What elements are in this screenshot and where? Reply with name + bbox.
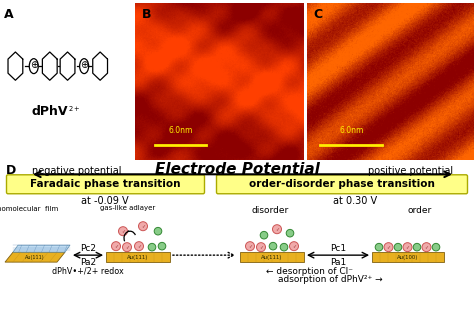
Text: ✓: ✓ — [137, 244, 141, 248]
Text: ✓: ✓ — [248, 244, 252, 248]
Text: dPhV•+/2+ redox: dPhV•+/2+ redox — [52, 266, 124, 275]
Text: ⊕: ⊕ — [80, 60, 88, 70]
Circle shape — [403, 243, 412, 252]
Circle shape — [286, 229, 294, 237]
Circle shape — [394, 243, 402, 251]
Text: Au(111): Au(111) — [261, 255, 283, 260]
Text: ✓: ✓ — [275, 227, 279, 232]
FancyBboxPatch shape — [217, 175, 467, 194]
Polygon shape — [13, 245, 70, 252]
Text: ✓: ✓ — [141, 224, 145, 229]
Circle shape — [375, 243, 383, 251]
Circle shape — [135, 242, 144, 250]
Text: order: order — [408, 206, 432, 215]
Text: ✓: ✓ — [259, 245, 263, 249]
Text: at 0.30 V: at 0.30 V — [333, 196, 377, 206]
Text: order-disorder phase transition: order-disorder phase transition — [249, 179, 435, 189]
Text: $^{2+}$: $^{2+}$ — [67, 106, 80, 116]
Text: 6.0nm: 6.0nm — [339, 126, 364, 135]
Text: Electrode Potential: Electrode Potential — [155, 162, 319, 177]
Circle shape — [158, 242, 166, 250]
Circle shape — [432, 243, 440, 251]
Circle shape — [413, 243, 421, 251]
Circle shape — [273, 225, 282, 234]
Text: B: B — [142, 8, 151, 21]
Text: positive potential: positive potential — [368, 166, 453, 176]
Text: ← desorption of Cl⁻: ← desorption of Cl⁻ — [266, 267, 354, 276]
Text: ✓: ✓ — [114, 244, 118, 248]
Text: adsorption of dPhV²⁺ →: adsorption of dPhV²⁺ → — [278, 275, 383, 284]
FancyBboxPatch shape — [7, 175, 204, 194]
Text: Pa2: Pa2 — [80, 258, 96, 267]
Bar — [240, 252, 304, 262]
Text: Au(111): Au(111) — [25, 255, 45, 260]
Text: negative potential: negative potential — [32, 166, 121, 176]
Circle shape — [111, 242, 120, 250]
Text: at -0.09 V: at -0.09 V — [81, 196, 129, 206]
Circle shape — [29, 59, 38, 73]
Polygon shape — [5, 252, 65, 262]
Circle shape — [260, 231, 268, 239]
Text: ✓: ✓ — [386, 245, 391, 249]
Text: Faradaic phase transition: Faradaic phase transition — [30, 179, 180, 189]
Text: ✓: ✓ — [424, 245, 428, 249]
Text: ✓: ✓ — [121, 229, 125, 234]
Circle shape — [246, 242, 255, 250]
Circle shape — [290, 242, 299, 250]
Circle shape — [80, 59, 89, 73]
Text: ✓: ✓ — [292, 244, 296, 248]
Circle shape — [256, 243, 265, 252]
Text: 6.0nm: 6.0nm — [168, 126, 193, 135]
Circle shape — [422, 243, 431, 252]
Text: D: D — [6, 164, 16, 177]
Text: ✓: ✓ — [405, 245, 410, 249]
Text: Au(111): Au(111) — [128, 255, 149, 260]
Text: monomolecular  film: monomolecular film — [0, 206, 58, 212]
Circle shape — [384, 243, 393, 252]
Circle shape — [138, 222, 147, 231]
Bar — [372, 252, 444, 262]
Text: Pc1: Pc1 — [330, 243, 346, 253]
Text: A: A — [4, 8, 14, 21]
Text: ✓: ✓ — [125, 245, 129, 249]
Text: ⊕: ⊕ — [30, 60, 38, 70]
Text: dPhV: dPhV — [31, 105, 67, 118]
Circle shape — [280, 243, 288, 251]
Circle shape — [269, 242, 277, 250]
Text: Pa1: Pa1 — [330, 258, 346, 267]
Text: gas-like adlayer: gas-like adlayer — [100, 205, 155, 211]
Circle shape — [122, 243, 131, 252]
Text: Au(100): Au(100) — [397, 255, 419, 260]
Bar — [106, 252, 170, 262]
Text: C: C — [314, 8, 323, 21]
Circle shape — [154, 227, 162, 235]
Text: Pc2: Pc2 — [80, 243, 96, 253]
Circle shape — [118, 227, 128, 236]
Circle shape — [148, 243, 156, 251]
Text: disorder: disorder — [251, 206, 289, 215]
